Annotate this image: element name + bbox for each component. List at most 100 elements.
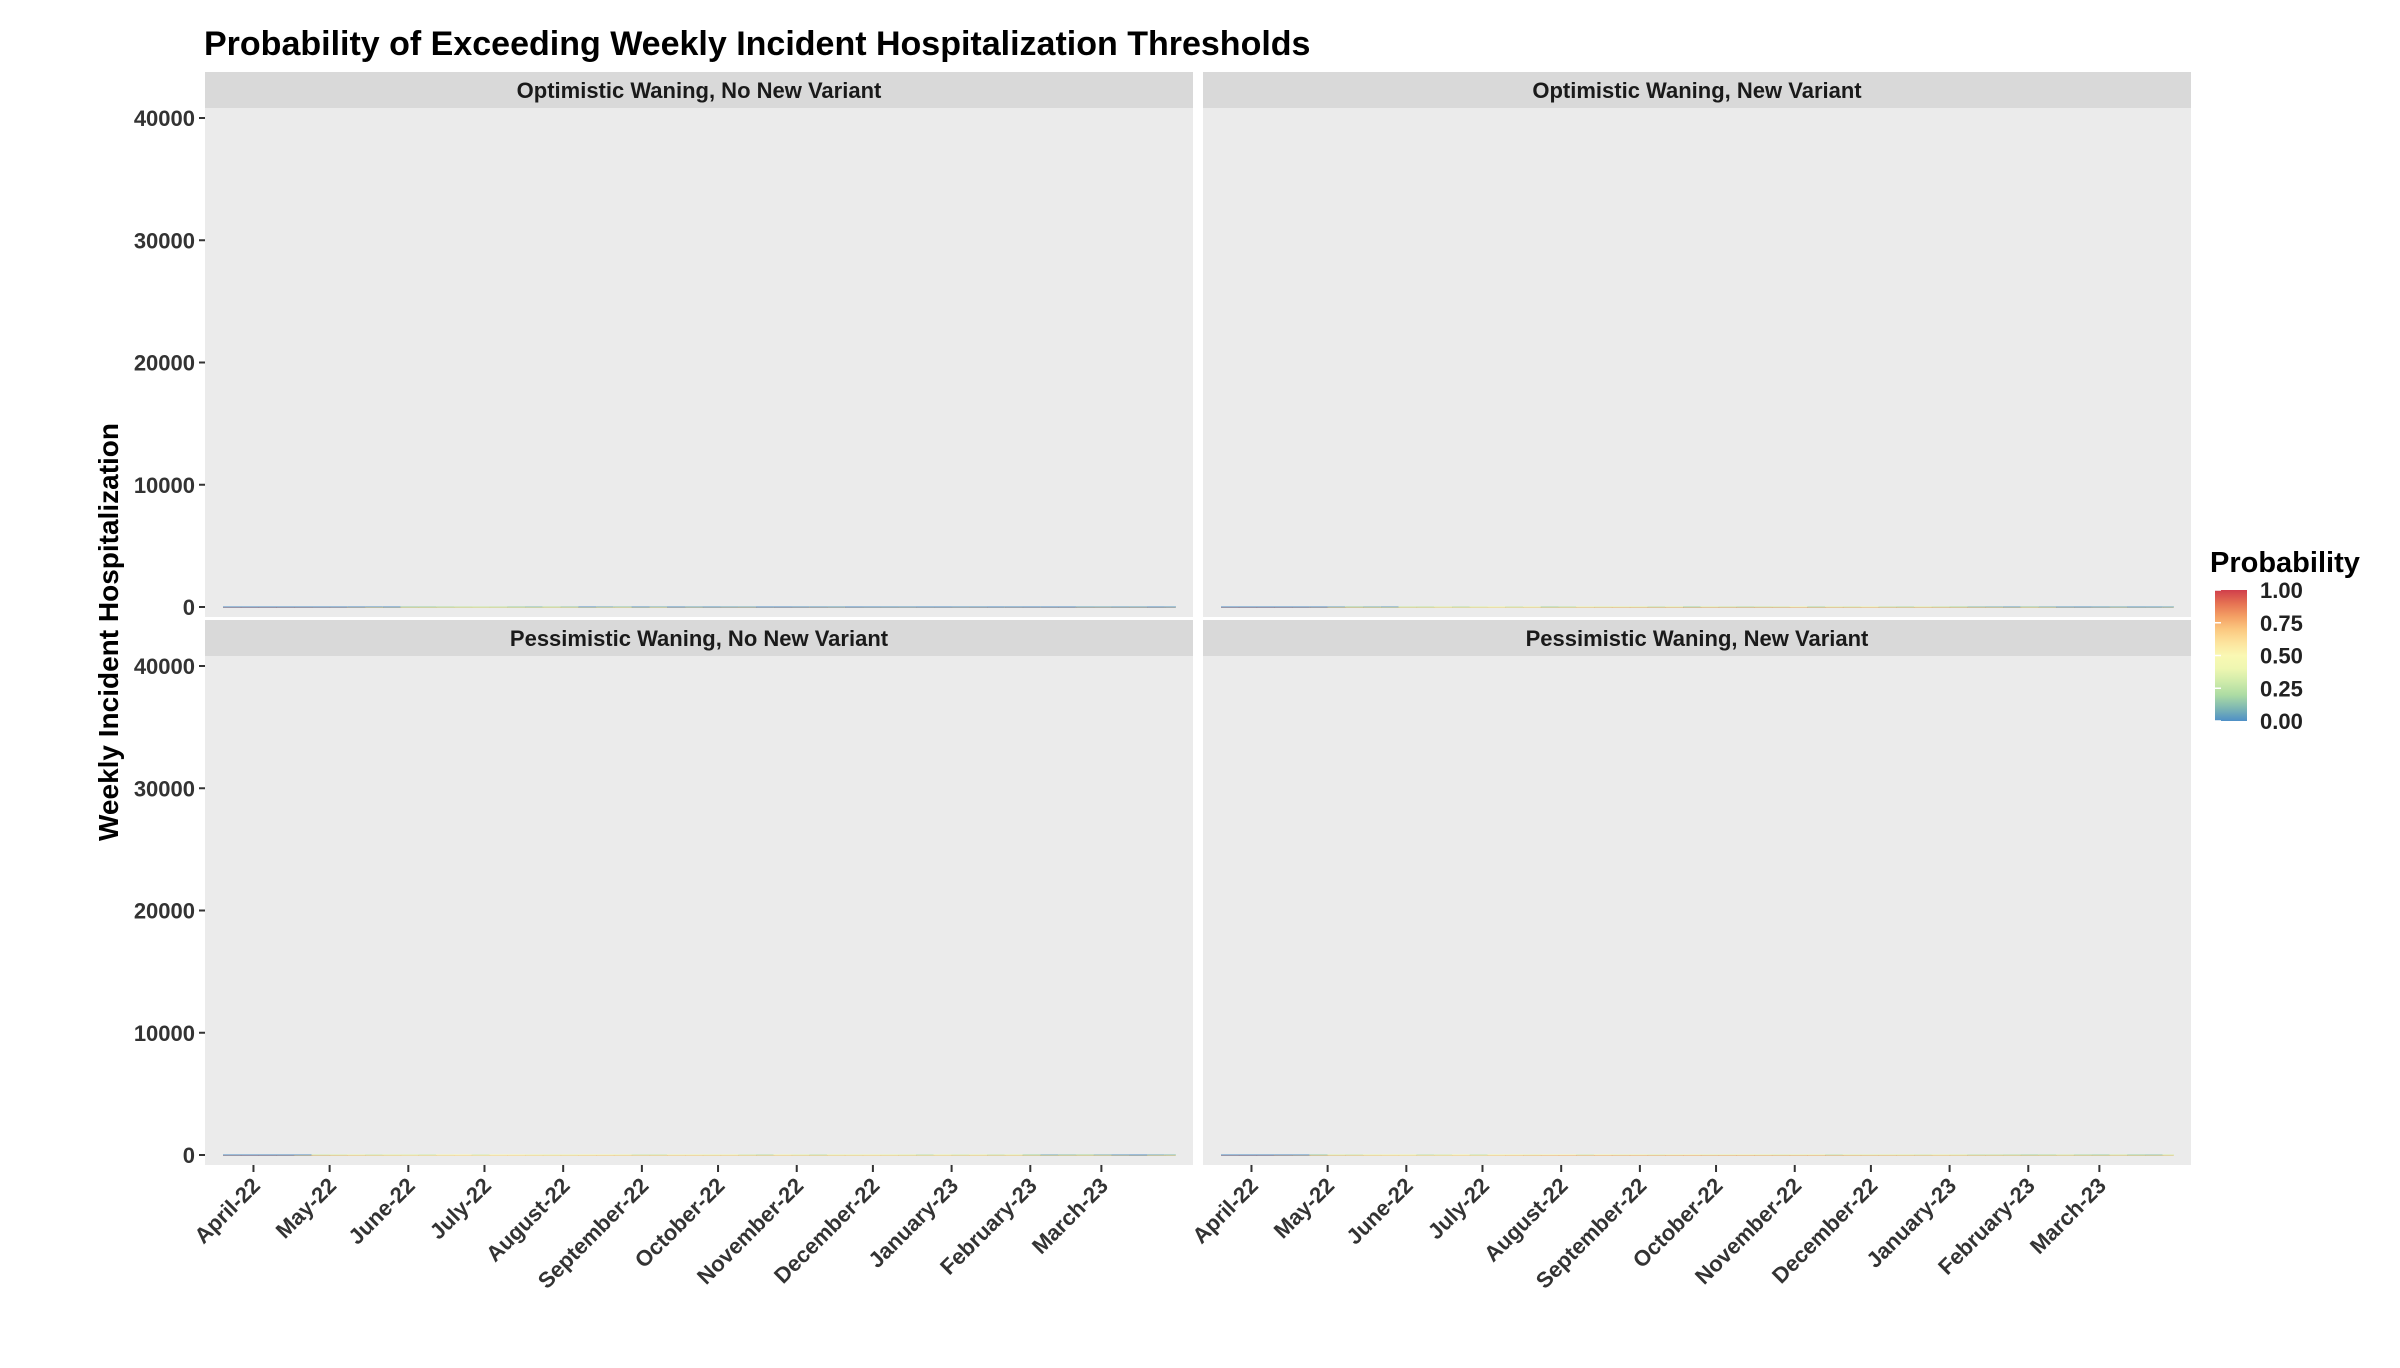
heat-tile <box>1274 606 1293 608</box>
facet-panels: Optimistic Waning, No New Variant Optimis… <box>205 72 2191 1165</box>
heat-tile <box>489 606 508 608</box>
heat-tile <box>1700 606 1720 608</box>
heat-tile <box>1718 606 1737 608</box>
heat-tile <box>1022 606 1042 608</box>
heat-tile <box>1111 606 1130 608</box>
heat-tile <box>2109 606 2128 608</box>
facet-panel: Optimistic Waning, New Variant <box>1203 72 2191 617</box>
heat-tile <box>507 606 526 608</box>
facet-strip <box>1203 72 2191 108</box>
heat-tile <box>240 606 260 608</box>
y-axis-label: Weekly Incident Hospitalization <box>93 423 124 841</box>
heat-tile <box>1540 606 1560 608</box>
heat-tile <box>1380 606 1400 608</box>
heat-tile <box>916 606 935 608</box>
heat-tile <box>702 606 722 608</box>
heat-tile <box>311 606 331 608</box>
heat-tile <box>294 1154 313 1156</box>
heat-tile <box>436 606 455 608</box>
heat-tile <box>1398 606 1418 608</box>
heat-tile <box>1058 606 1077 608</box>
heat-tile <box>471 606 491 608</box>
heatmap-tiles <box>1221 606 2174 608</box>
heat-tile <box>1363 606 1382 608</box>
heat-tile <box>1825 606 1844 608</box>
heat-tile <box>1309 606 1329 608</box>
panel-background <box>205 108 1193 617</box>
heat-tile <box>1647 606 1666 608</box>
heat-tile <box>862 606 882 608</box>
heat-tile <box>2145 606 2164 608</box>
heat-tile <box>1292 606 1311 608</box>
heat-tile <box>418 606 437 608</box>
heat-tile <box>756 606 775 608</box>
heat-tile <box>294 606 313 608</box>
heat-tile <box>1629 606 1649 608</box>
heat-tile <box>1931 606 1951 608</box>
heat-tile <box>1558 606 1578 608</box>
heat-tile <box>1789 606 1809 608</box>
heat-tile <box>1434 606 1453 608</box>
heat-tile <box>400 606 420 608</box>
heat-tile <box>454 1154 473 1156</box>
heat-tile <box>560 606 580 608</box>
heat-tile <box>1523 606 1542 608</box>
heat-tile <box>2056 606 2075 608</box>
heat-tile <box>1914 606 1933 608</box>
heat-tile <box>1594 606 1613 608</box>
heat-tile <box>471 1154 491 1156</box>
heat-tile <box>1345 606 1364 608</box>
heat-tile <box>987 606 1006 608</box>
heat-tile <box>1452 606 1471 608</box>
facet-panel: Optimistic Waning, No New Variant <box>205 72 1193 617</box>
heat-tile <box>542 606 562 608</box>
heat-tile <box>1238 606 1258 608</box>
heat-tile <box>1093 606 1113 608</box>
heat-tile <box>685 606 704 608</box>
heat-tile <box>809 606 828 608</box>
heat-tile <box>1807 606 1826 608</box>
heat-tile <box>2038 606 2057 608</box>
heat-tile <box>1327 606 1346 608</box>
facet-strip <box>205 72 1193 108</box>
heatmap-tiles <box>223 606 1176 608</box>
heat-tile <box>578 606 597 608</box>
heat-tile <box>1221 606 1240 608</box>
heat-tile <box>436 1154 455 1156</box>
facet-strip-label: Optimistic Waning, No New Variant <box>517 78 882 103</box>
heat-tile <box>1967 606 1986 608</box>
heat-tile <box>880 606 899 608</box>
heat-tile <box>720 606 739 608</box>
facet-strip-label: Optimistic Waning, New Variant <box>1532 78 1862 103</box>
heat-tile <box>276 1154 295 1156</box>
heat-tile <box>223 1154 242 1156</box>
heat-tile <box>1040 606 1059 608</box>
heat-tile <box>649 606 668 608</box>
heat-tile <box>365 606 384 608</box>
heat-tile <box>1842 606 1862 608</box>
heat-tile <box>596 606 615 608</box>
heat-tile <box>827 606 846 608</box>
heat-tile <box>311 1154 331 1156</box>
heat-tile <box>1469 606 1489 608</box>
heat-tile <box>1736 606 1755 608</box>
heat-tile <box>1576 606 1595 608</box>
heat-tile <box>258 606 277 608</box>
heat-tile <box>1505 606 1524 608</box>
heat-tile <box>1256 606 1275 608</box>
heat-tile <box>329 606 348 608</box>
heat-tile <box>951 606 970 608</box>
heat-tile <box>240 1154 260 1156</box>
heat-tile <box>1860 606 1880 608</box>
heat-tile <box>1665 606 1684 608</box>
facet-strip-label: Pessimistic Waning, No New Variant <box>510 626 889 651</box>
heat-tile <box>223 606 242 608</box>
heat-tile <box>844 606 864 608</box>
heat-tile <box>631 606 651 608</box>
heat-tile <box>400 1154 420 1156</box>
panel-background <box>1203 108 2191 617</box>
heat-tile <box>1075 606 1095 608</box>
heat-tile <box>329 1154 348 1156</box>
heat-tile <box>2002 606 2022 608</box>
